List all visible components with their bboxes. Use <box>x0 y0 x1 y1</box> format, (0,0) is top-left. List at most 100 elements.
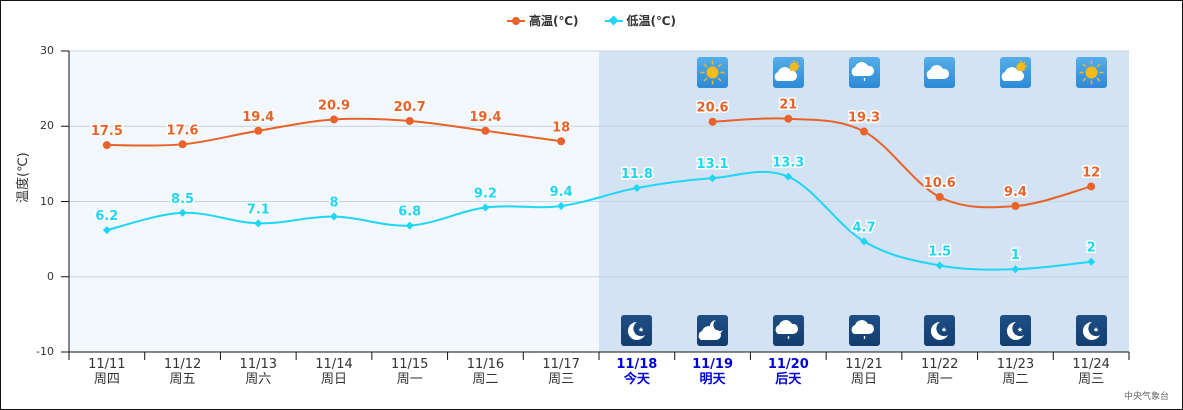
partly-cloudy-icon <box>772 57 804 88</box>
date-label: 11/24 <box>1072 357 1110 372</box>
x-axis-label: 11/15 周一 <box>372 357 447 387</box>
x-axis-label: 11/21 周日 <box>827 357 902 387</box>
high-temp-label: 20.9 <box>318 98 350 113</box>
y-tick-label: 0 <box>47 269 54 283</box>
date-label: 11/23 <box>996 357 1035 372</box>
date-label: 11/16 <box>466 357 505 372</box>
low-temp-point <box>102 226 111 235</box>
date-label: 11/12 <box>163 357 202 372</box>
low-temp-label: 9.4 <box>550 185 573 200</box>
high-temp-point <box>254 126 263 135</box>
high-temp-label: 20.7 <box>394 100 426 115</box>
low-temp-point <box>405 221 414 230</box>
weekday-label: 周日 <box>320 372 347 387</box>
low-temp-point <box>935 261 944 270</box>
x-axis-label: 11/16 周二 <box>448 357 523 387</box>
low-temp-label: 13.3 <box>772 156 804 171</box>
high-temp-point <box>935 192 944 201</box>
y-tick-label: 10 <box>40 194 54 208</box>
y-axis-title: 温度(℃) <box>16 152 31 203</box>
high-temp-label: 12 <box>1082 165 1100 180</box>
high-temp-label: 19.4 <box>469 110 501 125</box>
low-temp-label: 7.1 <box>247 202 270 217</box>
weekday-label: 周一 <box>926 372 953 387</box>
weekday-label: 周五 <box>169 372 196 387</box>
high-temp-point <box>1087 182 1096 191</box>
legend-item-high[interactable]: 高温(℃) <box>506 12 579 29</box>
low-temp-point <box>860 237 868 246</box>
clear-night-icon <box>999 315 1031 346</box>
low-temp-label: 6.8 <box>398 205 421 220</box>
low-temp-point <box>1087 257 1096 266</box>
low-temp-point <box>632 183 641 192</box>
weekday-label: 后天 <box>775 372 802 387</box>
date-label: 11/14 <box>315 357 353 372</box>
high-temp-point <box>708 117 717 126</box>
high-temp-label: 10.6 <box>924 176 956 191</box>
weekday-label: 今天 <box>623 372 650 387</box>
date-label: 11/19 <box>692 357 734 372</box>
y-tick-label: 30 <box>40 44 54 57</box>
high-temp-label: 17.6 <box>167 123 199 138</box>
date-label: 11/15 <box>390 357 429 372</box>
high-temp-label: 20.6 <box>697 101 729 116</box>
sunny-icon <box>697 57 729 88</box>
high-temp-point <box>784 114 793 123</box>
high-temp-label: 19.3 <box>848 111 880 126</box>
high-temp-label: 19.4 <box>242 110 274 125</box>
cloudy-drizzle-icon <box>848 315 880 346</box>
weekday-label: 周一 <box>396 372 423 387</box>
legend-item-low[interactable]: 低温(℃) <box>604 12 676 29</box>
weekday-label: 明天 <box>699 372 726 387</box>
high-temp-point <box>330 115 338 124</box>
cloudy-icon <box>924 57 956 88</box>
x-axis-label: 11/20 后天 <box>751 357 826 387</box>
low-temp-label: 8 <box>329 196 338 211</box>
x-axis-label: 11/12 周五 <box>145 357 220 387</box>
high-temp-label: 9.4 <box>1004 185 1027 200</box>
weekday-label: 周日 <box>850 372 877 387</box>
low-temp-point <box>557 202 566 211</box>
low-temp-point <box>481 203 490 212</box>
high-temp-point <box>1011 202 1020 211</box>
x-axis-label: 11/19 明天 <box>675 357 750 387</box>
weekday-label: 周二 <box>472 372 499 387</box>
legend-low-marker-icon <box>604 15 623 26</box>
x-axis-label: 11/18 今天 <box>599 357 674 387</box>
high-temp-label: 17.5 <box>91 124 123 139</box>
weekday-label: 周二 <box>1002 372 1029 387</box>
legend-high-label: 高温(℃) <box>528 14 579 28</box>
source-credit: 中央气象台 <box>1123 392 1169 402</box>
high-temp-point <box>405 116 414 125</box>
weekday-label: 周三 <box>1078 372 1105 387</box>
high-temp-point <box>102 141 111 150</box>
x-axis-label: 11/24 周三 <box>1054 357 1129 387</box>
date-label: 11/13 <box>239 357 278 372</box>
low-temp-point <box>178 208 187 217</box>
low-temp-label: 1.5 <box>928 244 951 259</box>
low-temp-label: 9.2 <box>474 187 497 202</box>
low-temp-point <box>708 174 717 183</box>
partly-cloudy-icon <box>999 57 1031 88</box>
x-axis-label: 11/13 周六 <box>221 357 296 387</box>
date-label: 11/18 <box>616 357 658 372</box>
x-axis-label: 11/17 周三 <box>524 357 599 387</box>
low-temp-label: 2 <box>1087 241 1096 256</box>
high-temp-point <box>178 140 187 149</box>
low-temp-point <box>784 172 793 181</box>
legend: 高温(℃) 低温(℃) <box>0 12 1183 29</box>
low-temp-point <box>330 212 338 221</box>
low-temp-label: 1 <box>1011 248 1020 263</box>
y-tick-label: -10 <box>36 345 54 358</box>
date-label: 11/21 <box>845 357 883 372</box>
high-temp-point <box>860 127 868 136</box>
date-label: 11/11 <box>88 357 126 372</box>
clear-night-icon <box>621 315 653 346</box>
low-temp-label: 6.2 <box>95 209 118 224</box>
low-temp-label: 8.5 <box>171 192 194 207</box>
sunny-icon <box>1075 57 1107 88</box>
y-tick-label: 20 <box>40 119 54 133</box>
weekday-label: 周四 <box>93 372 120 387</box>
high-temp-label: 21 <box>779 98 797 113</box>
